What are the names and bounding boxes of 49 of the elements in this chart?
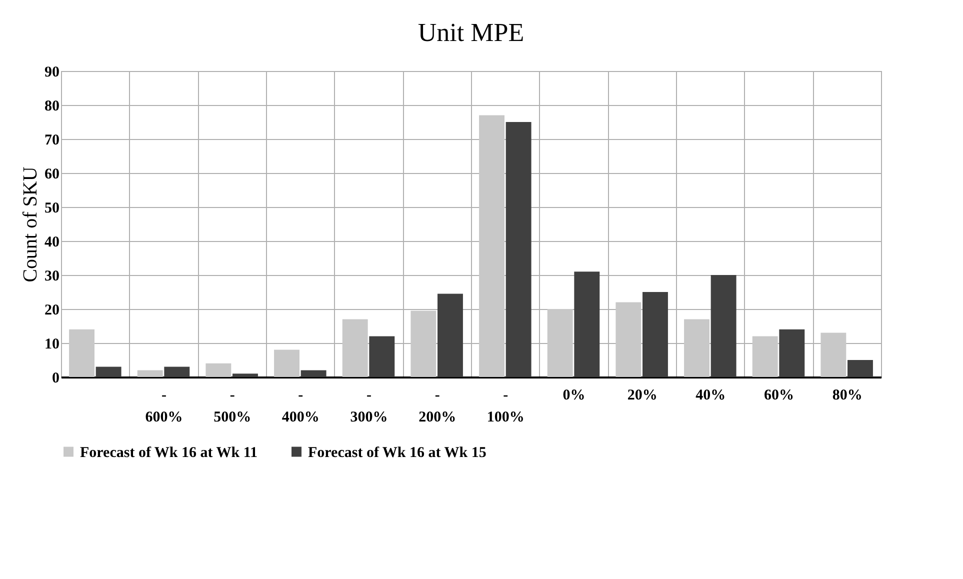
legend-label: Forecast of Wk 16 at Wk 11 bbox=[80, 444, 258, 461]
bar bbox=[206, 363, 232, 377]
bar bbox=[438, 294, 463, 377]
chart-title: Unit MPE bbox=[418, 18, 524, 47]
bar bbox=[779, 329, 805, 377]
legend-label: Forecast of Wk 16 at Wk 15 bbox=[308, 444, 486, 461]
y-tick-label: 10 bbox=[44, 336, 60, 352]
y-tick-label: 20 bbox=[44, 302, 60, 318]
bar bbox=[547, 309, 573, 377]
x-tick-label: 80% bbox=[832, 388, 862, 404]
bar bbox=[300, 370, 326, 377]
bar bbox=[96, 366, 122, 377]
bar bbox=[69, 329, 94, 377]
bar bbox=[274, 350, 300, 377]
bar bbox=[710, 275, 736, 377]
x-tick-label: - 100% bbox=[486, 388, 524, 426]
bar bbox=[164, 366, 190, 377]
y-tick-label: 80 bbox=[44, 98, 60, 114]
bar bbox=[642, 292, 668, 377]
bar bbox=[232, 374, 258, 377]
x-tick-label: - 500% bbox=[214, 388, 252, 426]
x-tick-label: - 300% bbox=[350, 388, 388, 426]
bar bbox=[342, 319, 368, 377]
bar bbox=[506, 122, 532, 377]
bar bbox=[684, 319, 710, 377]
y-tick-label: 90 bbox=[44, 64, 60, 80]
y-axis-title: Count of SKU bbox=[20, 166, 42, 282]
y-tick-label: 30 bbox=[44, 268, 60, 284]
y-tick-label: 60 bbox=[44, 166, 60, 182]
bar bbox=[574, 272, 600, 377]
y-tick-label: 0 bbox=[52, 370, 60, 386]
bar bbox=[137, 370, 163, 377]
x-tick-label: - 600% bbox=[145, 388, 183, 426]
x-tick-label: 20% bbox=[627, 388, 658, 404]
bar bbox=[479, 115, 504, 377]
x-tick-label: 60% bbox=[764, 388, 794, 404]
bar bbox=[752, 336, 778, 377]
x-tick-label: 0% bbox=[562, 388, 586, 404]
y-tick-label: 70 bbox=[44, 132, 60, 148]
x-tick-label: - 200% bbox=[418, 388, 456, 426]
y-tick-label: 50 bbox=[44, 200, 60, 216]
bar bbox=[616, 302, 642, 377]
y-tick-label: 40 bbox=[44, 234, 60, 250]
x-tick-label: 40% bbox=[696, 388, 726, 404]
bar bbox=[848, 360, 873, 377]
bar bbox=[369, 336, 395, 377]
bar bbox=[410, 310, 436, 377]
x-tick-label: - 400% bbox=[282, 388, 320, 426]
bar bbox=[820, 332, 846, 377]
